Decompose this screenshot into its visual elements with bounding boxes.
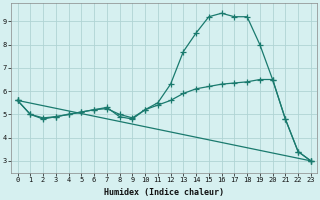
X-axis label: Humidex (Indice chaleur): Humidex (Indice chaleur)	[104, 188, 224, 197]
